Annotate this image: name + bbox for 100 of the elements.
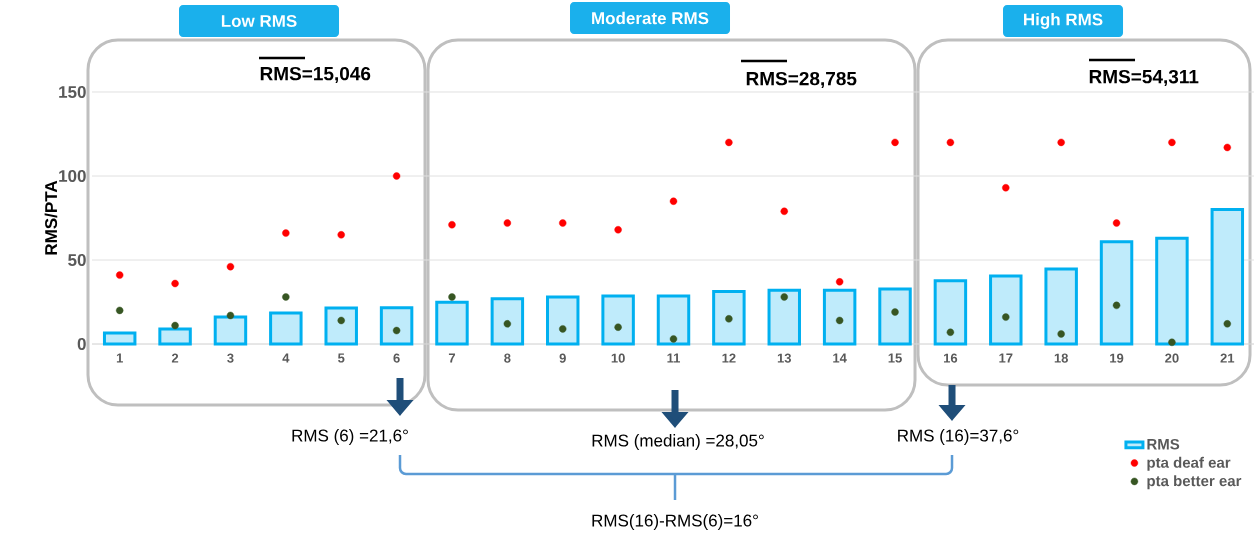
x-tick-label: 7 xyxy=(448,353,456,363)
x-tick-label: 21 xyxy=(1220,353,1235,363)
y-tick-label: 100 xyxy=(59,169,86,183)
x-tick-label: 17 xyxy=(999,353,1013,363)
point xyxy=(448,221,456,229)
point xyxy=(1168,338,1176,347)
legend-label: pta better ear xyxy=(1147,475,1242,490)
legend-label: RMS xyxy=(1147,438,1180,450)
point xyxy=(1002,313,1010,321)
bar xyxy=(601,294,635,346)
text: RMS=54,311 xyxy=(1089,69,1199,87)
bar xyxy=(546,295,580,346)
point xyxy=(614,323,622,331)
point xyxy=(171,321,179,330)
x-tick-label: 1 xyxy=(116,353,123,363)
point xyxy=(559,219,567,227)
point xyxy=(559,325,567,333)
point xyxy=(946,328,955,336)
y-axis-title: RMS/PTA xyxy=(44,180,58,255)
x-tick-label: 14 xyxy=(833,353,847,363)
point xyxy=(392,326,401,335)
text: Low RMS xyxy=(221,14,297,28)
bar xyxy=(1099,240,1134,346)
x-tick-label: 18 xyxy=(1054,353,1068,363)
point xyxy=(780,293,788,301)
x-tick-label: 20 xyxy=(1165,353,1179,363)
point xyxy=(1223,143,1231,152)
bar xyxy=(878,287,912,346)
point xyxy=(835,316,844,325)
text: RMS=15,046 xyxy=(260,66,371,84)
bar xyxy=(767,288,801,346)
x-tick-label: 13 xyxy=(777,353,792,363)
point xyxy=(1112,301,1121,310)
point xyxy=(1057,138,1065,147)
bar xyxy=(269,311,303,346)
x-tick-label: 6 xyxy=(393,353,400,363)
point xyxy=(1057,330,1065,338)
point xyxy=(392,172,401,180)
bar xyxy=(158,327,192,346)
x-tick-label: 19 xyxy=(1110,353,1124,363)
point xyxy=(337,231,345,239)
x-tick-label: 4 xyxy=(282,353,290,363)
point xyxy=(503,219,512,227)
bar xyxy=(324,306,358,346)
x-tick-label: 11 xyxy=(667,353,681,363)
y-tick-label: 0 xyxy=(77,337,86,351)
bar xyxy=(213,315,248,346)
point xyxy=(780,207,788,215)
bar xyxy=(933,279,968,346)
bar xyxy=(379,306,414,346)
point xyxy=(946,138,955,147)
bar xyxy=(1155,236,1189,346)
point xyxy=(115,306,124,315)
text: RMS(16)-RMS(6)=16° xyxy=(592,514,758,530)
x-tick-label: 5 xyxy=(338,353,345,363)
text: RMS (16)=37,6° xyxy=(898,429,1019,445)
point xyxy=(1168,138,1176,147)
point xyxy=(226,311,235,320)
point xyxy=(725,138,733,147)
y-tick-label: 50 xyxy=(68,253,86,267)
point xyxy=(1223,320,1231,328)
point xyxy=(448,293,456,301)
bar xyxy=(102,331,137,346)
point xyxy=(337,316,345,325)
x-tick-label: 10 xyxy=(611,353,625,363)
y-tick-label: 150 xyxy=(59,85,86,99)
text: RMS=28,785 xyxy=(746,71,857,89)
x-tick-label: 2 xyxy=(171,353,179,363)
x-tick-label: 3 xyxy=(227,353,234,363)
text: High RMS xyxy=(1024,13,1103,29)
bar xyxy=(1210,208,1245,346)
x-tick-label: 12 xyxy=(722,353,736,363)
point xyxy=(669,197,678,205)
bar xyxy=(435,300,469,346)
x-tick-label: 16 xyxy=(943,353,958,363)
bar xyxy=(656,294,691,346)
x-tick-label: 8 xyxy=(504,353,511,363)
point xyxy=(282,229,290,237)
point xyxy=(725,315,733,323)
bar xyxy=(1044,267,1078,346)
x-tick-label: 15 xyxy=(888,353,902,363)
point xyxy=(226,263,235,271)
point xyxy=(1002,184,1010,192)
point xyxy=(1112,219,1121,227)
point xyxy=(171,279,179,288)
point xyxy=(282,293,290,301)
point xyxy=(891,308,899,316)
point xyxy=(835,278,844,286)
bar xyxy=(712,289,746,346)
point xyxy=(669,335,678,343)
text: RMS (6) =21,6° xyxy=(292,429,408,445)
point xyxy=(115,271,124,279)
bar xyxy=(822,288,857,346)
point xyxy=(891,138,899,147)
point xyxy=(614,226,622,234)
x-tick-label: 9 xyxy=(559,353,566,363)
text: Moderate RMS xyxy=(592,11,709,25)
text: RMS (median) =28,05° xyxy=(592,434,764,450)
legend-label: pta deaf ear xyxy=(1147,456,1231,471)
bar xyxy=(490,297,525,346)
